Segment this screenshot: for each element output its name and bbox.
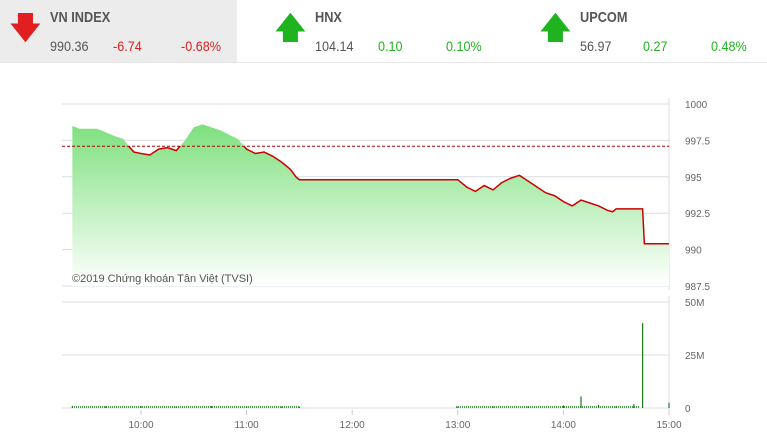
index-percent: -0.68%: [181, 38, 221, 54]
y-tick-label: 1000: [685, 100, 708, 111]
index-value: 104.14: [315, 38, 354, 54]
price-area: [72, 124, 670, 286]
watermark: ©2019 Chứng khoán Tân Việt (TVSI): [72, 273, 253, 285]
index-header: 🡇 VN INDEX 990.36 -6.74 -0.68% 🡅 HNX 104.1…: [0, 0, 767, 63]
index-change: -6.74: [113, 38, 142, 54]
index-name: HNX: [315, 9, 342, 26]
index-value: 990.36: [50, 38, 89, 54]
y-tick-label: 990: [685, 246, 702, 257]
y-tick-label: 997.5: [685, 136, 710, 147]
y-tick-label: 987.5: [685, 282, 710, 293]
x-tick-label: 13:00: [445, 420, 470, 431]
index-change: 0.27: [643, 38, 668, 54]
index-tab-hnx[interactable]: 🡅 HNX 104.14 0.10 0.10%: [265, 0, 502, 62]
index-name: VN INDEX: [50, 9, 111, 26]
index-change: 0.10: [378, 38, 403, 54]
y-tick-label: 50M: [685, 298, 704, 309]
y-tick-label: 25M: [685, 351, 704, 362]
y-tick-label: 995: [685, 173, 702, 184]
index-value: 56.97: [580, 38, 612, 54]
x-tick-label: 14:00: [551, 420, 576, 431]
arrow-down-icon: 🡇: [10, 12, 41, 45]
x-tick-label: 15:00: [656, 420, 681, 431]
x-tick-label: 11:00: [234, 420, 259, 431]
index-percent: 0.48%: [711, 38, 747, 54]
x-tick-label: 10:00: [128, 420, 153, 431]
y-tick-label: 0: [685, 404, 691, 415]
arrow-up-icon: 🡅: [540, 12, 571, 45]
index-tab-upcom[interactable]: 🡅 UPCOM 56.97 0.27 0.48%: [530, 0, 767, 62]
index-name: UPCOM: [580, 9, 628, 26]
x-tick-label: 12:00: [340, 420, 365, 431]
arrow-up-icon: 🡅: [275, 12, 306, 45]
index-tab-vnindex[interactable]: 🡇 VN INDEX 990.36 -6.74 -0.68%: [0, 0, 237, 62]
y-tick-label: 992.5: [685, 209, 710, 220]
price-line: [127, 146, 669, 245]
index-percent: 0.10%: [446, 38, 482, 54]
